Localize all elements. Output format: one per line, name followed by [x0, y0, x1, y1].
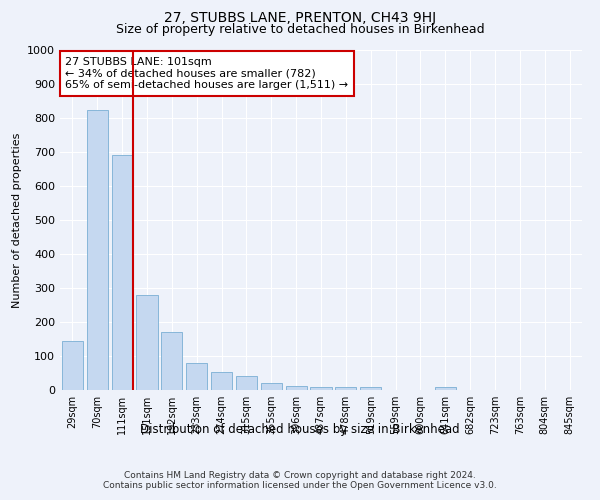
Bar — [310, 386, 332, 390]
Bar — [136, 295, 158, 390]
Bar — [186, 364, 207, 390]
Bar — [211, 372, 232, 390]
Bar — [112, 156, 133, 390]
Text: Contains HM Land Registry data © Crown copyright and database right 2024.
Contai: Contains HM Land Registry data © Crown c… — [103, 470, 497, 490]
Bar — [261, 382, 282, 390]
Bar — [286, 386, 307, 390]
Bar — [161, 332, 182, 390]
Text: 27 STUBBS LANE: 101sqm
← 34% of detached houses are smaller (782)
65% of semi-de: 27 STUBBS LANE: 101sqm ← 34% of detached… — [65, 57, 349, 90]
Y-axis label: Number of detached properties: Number of detached properties — [11, 132, 22, 308]
Bar — [87, 110, 108, 390]
Bar — [236, 376, 257, 390]
Text: Size of property relative to detached houses in Birkenhead: Size of property relative to detached ho… — [116, 22, 484, 36]
Bar — [360, 386, 381, 390]
Bar — [435, 388, 456, 390]
Text: 27, STUBBS LANE, PRENTON, CH43 9HJ: 27, STUBBS LANE, PRENTON, CH43 9HJ — [164, 11, 436, 25]
Bar — [62, 340, 83, 390]
Bar — [335, 386, 356, 390]
Text: Distribution of detached houses by size in Birkenhead: Distribution of detached houses by size … — [140, 422, 460, 436]
